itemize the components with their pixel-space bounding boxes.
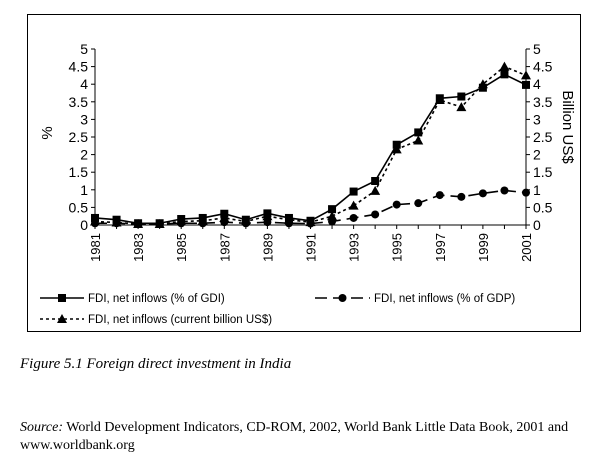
series-3-point: [283, 214, 294, 224]
series-layer: [90, 61, 531, 228]
series-3-point: [305, 217, 316, 227]
right-y-tick-label: 3: [533, 111, 541, 127]
source-text: World Development Indicators, CD-ROM, 20…: [20, 420, 569, 453]
series-1-point: [522, 80, 530, 89]
series-1-point: [349, 187, 358, 196]
left-y-tick-label: 0: [80, 217, 88, 233]
x-tick-label: 1985: [174, 233, 189, 262]
series-2-point: [435, 191, 444, 200]
series-2-point: [500, 186, 509, 195]
series-3-point: [133, 218, 144, 228]
figure-caption: Figure 5.1 Foreign direct investment in …: [20, 356, 292, 372]
left-y-tick-label: 5: [80, 41, 88, 57]
legend-label: FDI, net inflows (current billion US$): [88, 314, 272, 326]
right-y-tick-label: 5: [533, 41, 541, 57]
legend-entry-1: FDI, net inflows (% of GDI): [40, 293, 225, 305]
series-1-point: [328, 205, 337, 214]
series-3-point: [90, 216, 100, 226]
legend-label: FDI, net inflows (% of GDI): [88, 293, 225, 305]
x-tick-label: 1987: [217, 233, 232, 262]
series-2-point: [457, 192, 466, 201]
left-y-tick-label: 0.5: [69, 199, 89, 215]
left-y-tick-label: 1: [80, 182, 88, 198]
fdi-line-chart: 0 00.5 0.51 11.5 1.52 22.5 2.53 33.5 3.54 44.5 4.5…: [39, 41, 576, 326]
x-tick-label: 1989: [260, 233, 275, 262]
series-3-point: [348, 200, 359, 210]
right-y-tick-label: 1.5: [533, 164, 553, 180]
axes-layer: 0 00.5 0.51 11.5 1.52 22.5 2.53 33.5 3.54 44.5 4.5…: [39, 41, 576, 262]
series-3-point: [240, 216, 251, 226]
left-y-axis-label: %: [39, 126, 56, 139]
x-tick-label: 1993: [347, 233, 362, 262]
right-y-tick-label: 3.5: [533, 94, 553, 110]
series-3-point: [434, 95, 445, 105]
right-y-tick-label: 4: [533, 76, 541, 92]
legend-marker: [338, 294, 347, 302]
right-y-tick-label: 0.5: [533, 199, 553, 215]
left-y-tick-label: 3: [80, 111, 88, 127]
left-y-tick-label: 4: [80, 76, 88, 92]
series-1-point: [500, 70, 509, 79]
series-1-point: [457, 92, 466, 101]
left-y-tick-label: 3.5: [69, 94, 89, 110]
series-3-point: [219, 212, 230, 222]
right-y-tick-label: 1: [533, 182, 541, 198]
x-tick-label: 1983: [131, 233, 146, 262]
series-2-point: [414, 199, 423, 208]
left-y-tick-label: 4.5: [69, 59, 89, 75]
x-tick-label: 1991: [304, 233, 319, 262]
right-y-tick-label: 2.5: [533, 129, 553, 145]
left-y-tick-label: 2.5: [69, 129, 89, 145]
series-2-point: [371, 210, 380, 219]
series-3: [90, 61, 531, 228]
x-tick-label: 1999: [476, 233, 491, 262]
x-tick-label: 1995: [390, 233, 405, 262]
series-3-point: [111, 217, 122, 227]
series-2-point: [478, 189, 487, 198]
legend-marker: [57, 314, 67, 323]
source-prefix: Source:: [20, 420, 64, 435]
right-y-axis-label: Billion US$: [559, 90, 576, 164]
series-3-point: [370, 185, 381, 195]
series-3-point: [327, 211, 338, 221]
series-3-point: [456, 102, 467, 112]
series-3-point: [521, 70, 531, 80]
right-y-tick-label: 2: [533, 147, 541, 163]
series-3-point: [154, 218, 165, 228]
series-2-point: [522, 188, 530, 197]
series-3-point: [391, 144, 402, 154]
left-y-tick-label: 1.5: [69, 164, 89, 180]
right-y-tick-label: 0: [533, 217, 541, 233]
source-note: Source: World Development Indicators, CD…: [20, 419, 590, 455]
chart-frame: 0 0 0.5 0.5 1 1 1.5 1.5 2 2 2.5 2.5 3 3 3.5 3.5 4 4 4.5 4.5…: [27, 14, 581, 332]
x-tick-label: 1997: [433, 233, 448, 262]
x-tick-label: 1981: [88, 233, 103, 262]
series-1: [91, 70, 530, 228]
legend-marker: [58, 294, 66, 302]
series-3-point: [499, 61, 510, 71]
series-3-point: [176, 216, 187, 226]
series-3-point: [262, 211, 273, 221]
legend-entry-2: FDI, net inflows (% of GDP): [315, 293, 515, 305]
series-2-point: [349, 213, 358, 222]
series-2-point: [392, 200, 401, 209]
x-tick-label: 2001: [519, 233, 534, 262]
legend-layer: FDI, net inflows (% of GDI) FDI, net infl…: [40, 293, 515, 326]
series-3-point: [477, 79, 488, 89]
series-1-point: [371, 177, 380, 185]
right-y-tick-label: 4.5: [533, 59, 553, 75]
legend-label: FDI, net inflows (% of GDP): [374, 293, 515, 305]
series-3-point: [197, 215, 208, 225]
legend-entry-3: FDI, net inflows (current billion US$): [40, 314, 272, 326]
series-2-line: [95, 189, 527, 225]
left-y-tick-label: 2: [80, 147, 88, 163]
series-1-point: [414, 128, 423, 137]
series-3-point: [413, 135, 424, 145]
